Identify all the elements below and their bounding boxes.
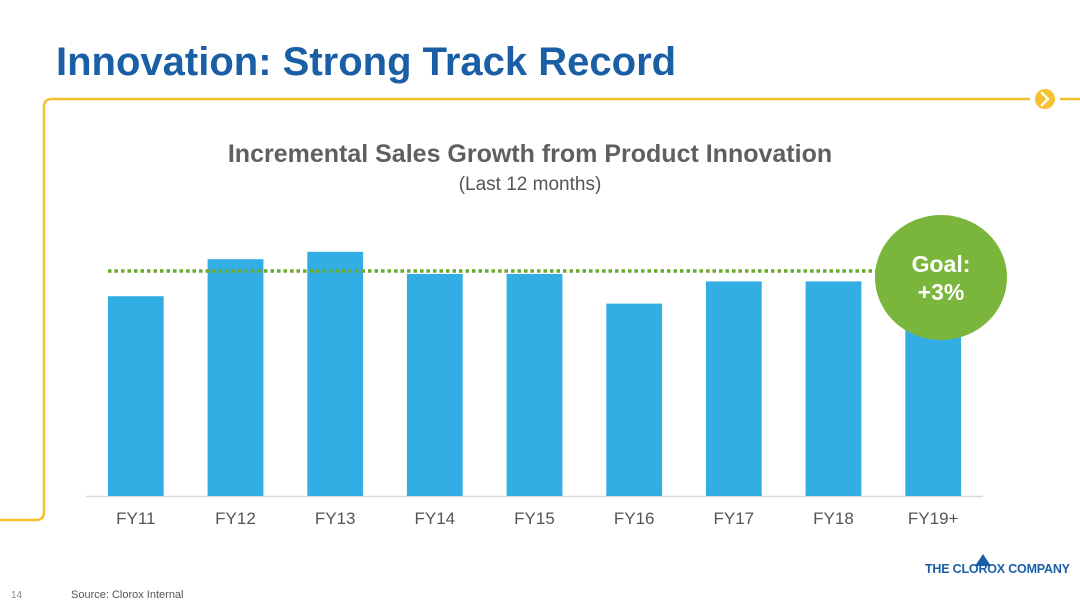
goal-label: Goal: <box>911 250 971 277</box>
x-tick-label: FY16 <box>614 509 655 528</box>
goal-value: +3% <box>917 278 965 305</box>
bar-fy11 <box>107 296 164 496</box>
x-tick-label: FY19+ <box>908 509 959 528</box>
x-tick-label: FY15 <box>514 509 555 528</box>
page-number: 14 <box>11 590 23 601</box>
bar-fy18 <box>805 281 862 496</box>
x-tick-label: FY12 <box>215 509 256 528</box>
x-tick-label: FY14 <box>414 509 455 528</box>
x-tick-label: FY11 <box>116 509 155 528</box>
accent-frame-line <box>0 97 1030 522</box>
bar-fy14 <box>406 274 463 496</box>
clorox-logo: THE CLOROX COMPANY <box>925 552 1070 582</box>
chart-title: Incremental Sales Growth from Product In… <box>227 140 833 168</box>
next-arrow-icon <box>1035 89 1055 109</box>
bar-fy16 <box>606 303 663 496</box>
goal-badge: Goal: +3% <box>875 215 1007 340</box>
x-tick-label: FY17 <box>713 509 754 528</box>
chart-subtitle: (Last 12 months) <box>458 174 602 195</box>
bar-fy12 <box>207 259 264 496</box>
x-tick-label: FY18 <box>813 509 854 528</box>
chevron-right-icon <box>1040 91 1050 107</box>
slide-title: Innovation: Strong Track Record <box>56 40 677 84</box>
logo-text: THE CLOROX COMPANY <box>925 562 1070 576</box>
bar-fy15 <box>506 274 563 496</box>
logo-mark <box>975 554 991 566</box>
bar-fy13 <box>307 251 364 496</box>
bar-fy17 <box>705 281 762 496</box>
x-tick-label: FY13 <box>315 509 356 528</box>
source-note: Source: Clorox Internal <box>71 589 184 601</box>
